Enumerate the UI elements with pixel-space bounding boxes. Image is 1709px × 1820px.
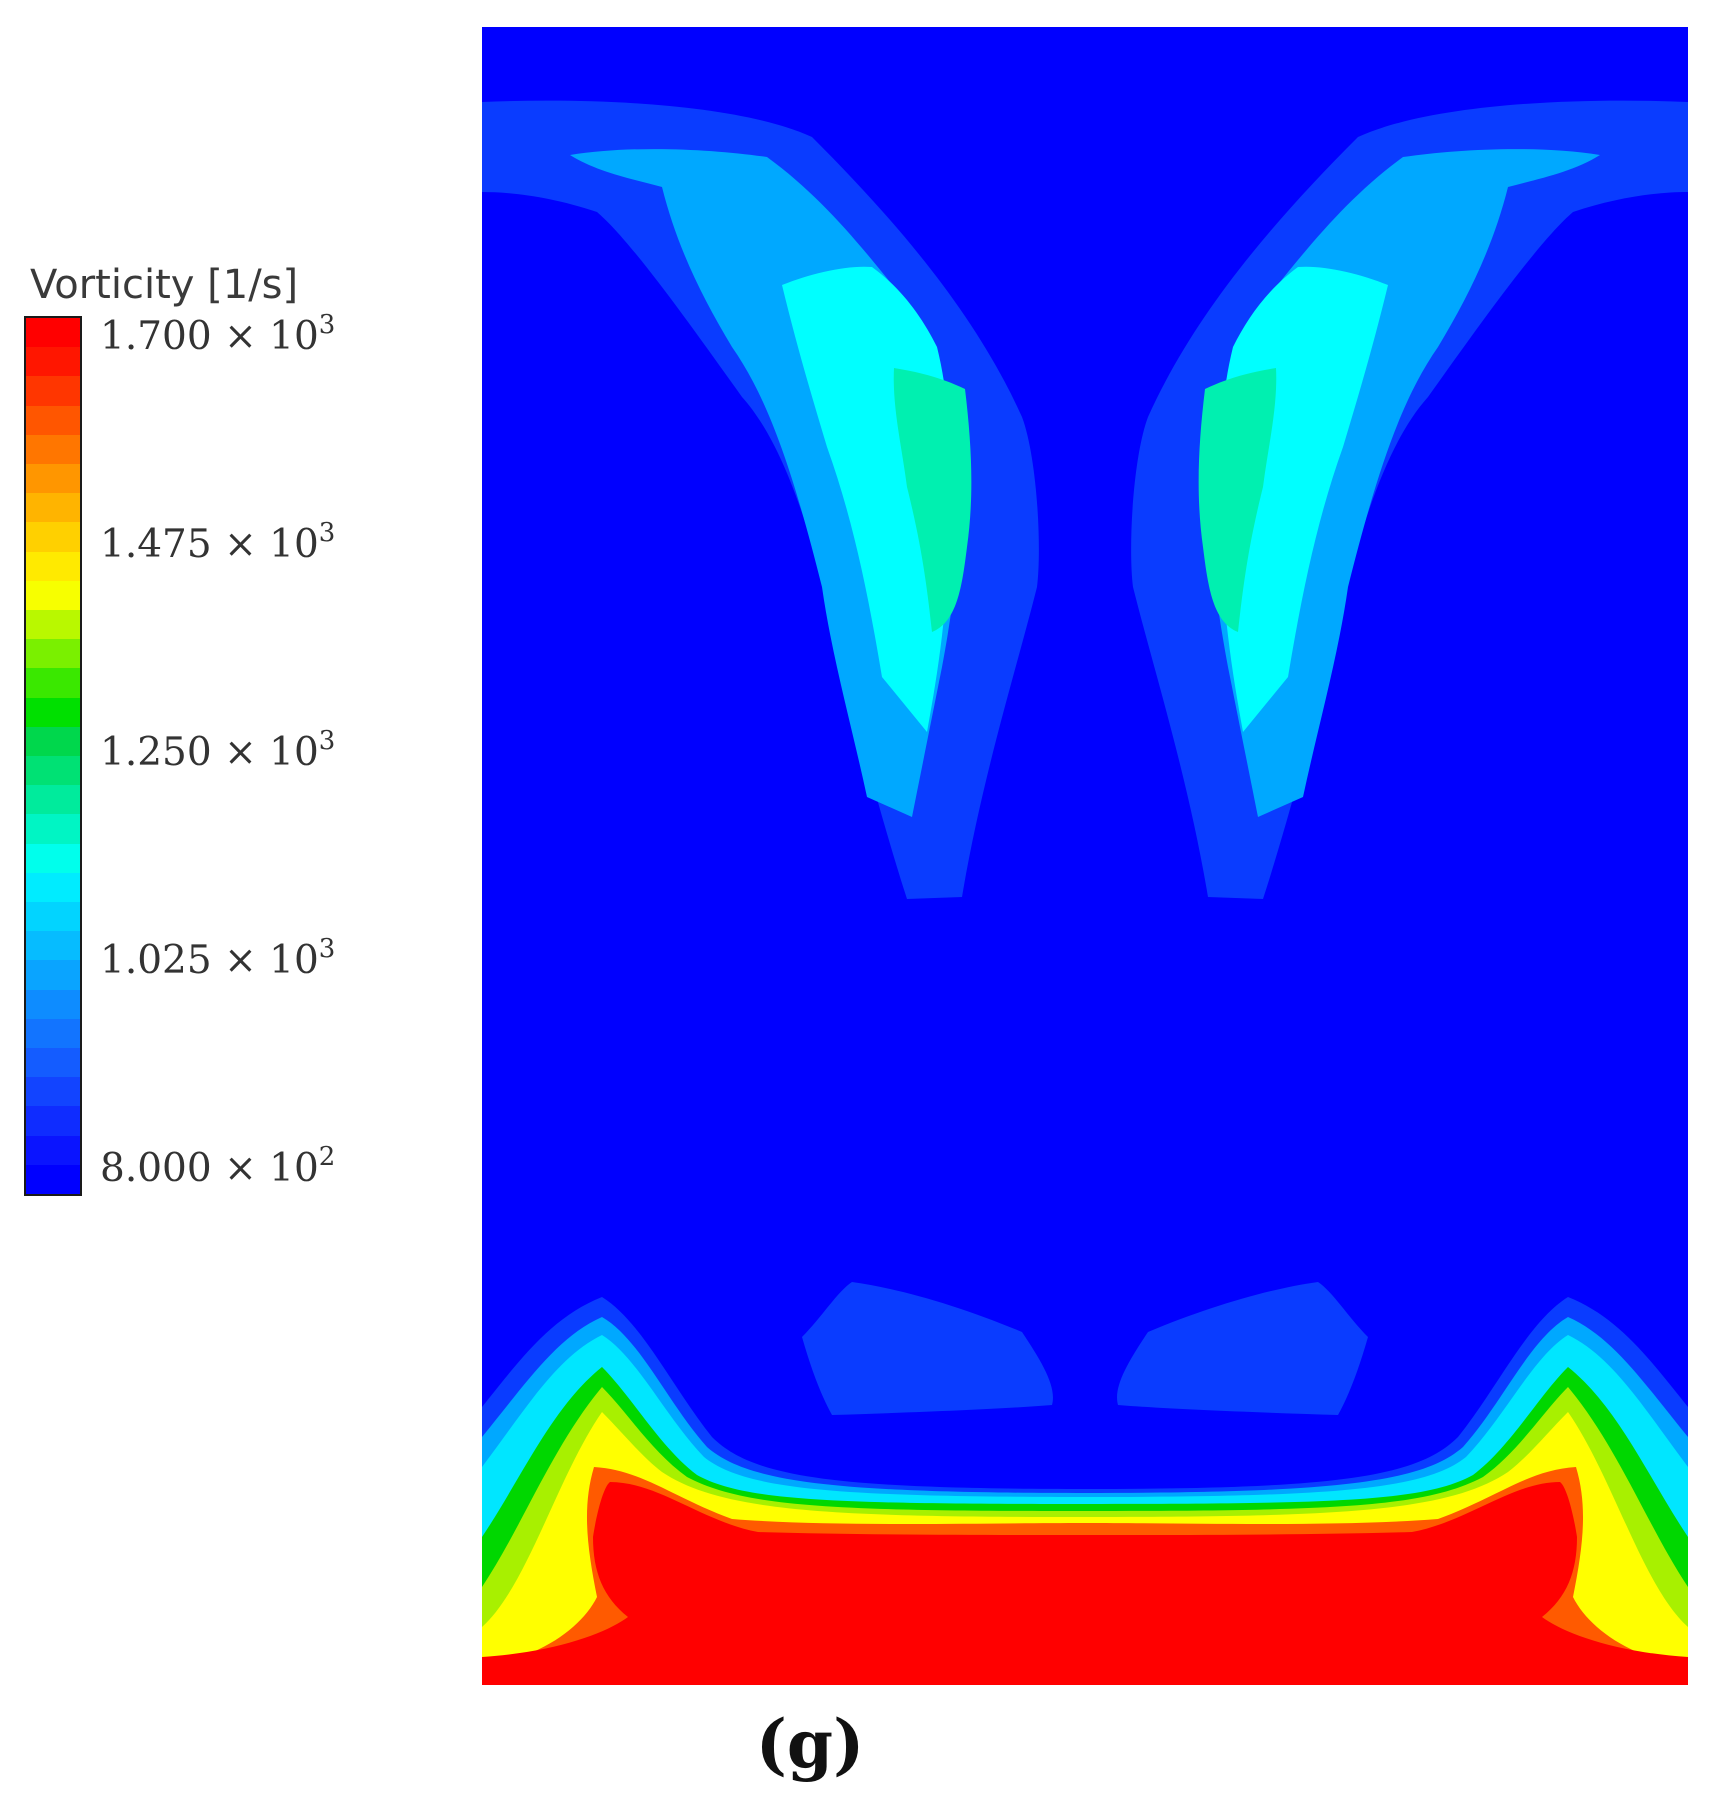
- contour-core-max: [482, 1482, 1688, 1685]
- colorbar-band: [26, 901, 80, 932]
- upper-vortex-lobes: [482, 100, 1688, 899]
- colorbar-band: [26, 960, 80, 990]
- colorbar-band: [26, 785, 80, 815]
- colorbar-band: [26, 1018, 80, 1048]
- colorbar-gradient: [26, 317, 80, 1194]
- colorbar-tick-label: 1.250 × 103: [100, 726, 336, 775]
- colorbar-band: [26, 872, 80, 902]
- colorbar-band: [26, 376, 80, 406]
- colorbar-band: [26, 1164, 80, 1194]
- panel-label: (g): [755, 1705, 865, 1783]
- colorbar-band: [26, 697, 80, 727]
- colorbar-band: [26, 1106, 80, 1136]
- vorticity-contour-plot: [482, 27, 1688, 1685]
- colorbar-tick-label: 1.025 × 103: [100, 934, 336, 983]
- colorbar-band: [26, 405, 80, 435]
- colorbar-title: Vorticity [1/s]: [30, 262, 299, 308]
- colorbar: [24, 316, 82, 1196]
- contour-level-1: [802, 1282, 1053, 1415]
- colorbar-band: [26, 1047, 80, 1078]
- colorbar-band: [26, 843, 80, 873]
- colorbar-tick-label: 8.000 × 102: [100, 1142, 336, 1191]
- colorbar-band: [26, 668, 80, 698]
- colorbar-band: [26, 493, 80, 523]
- mid-vortex-blobs: [802, 1282, 1368, 1415]
- colorbar-band: [26, 726, 80, 756]
- colorbar-band: [26, 551, 80, 581]
- colorbar-band: [26, 580, 80, 610]
- colorbar-band: [26, 1135, 80, 1165]
- colorbar-band: [26, 463, 80, 494]
- colorbar-band: [26, 317, 80, 348]
- colorbar-band: [26, 814, 80, 844]
- colorbar-band: [26, 434, 80, 464]
- upper-left-vortex: [482, 100, 1039, 899]
- colorbar-band: [26, 931, 80, 961]
- colorbar-band: [26, 609, 80, 640]
- colorbar-tick-label: 1.700 × 103: [100, 310, 336, 359]
- bottom-shear-layer: [482, 1297, 1688, 1685]
- colorbar-tick-label: 1.475 × 103: [100, 518, 336, 567]
- colorbar-band: [26, 1077, 80, 1107]
- contour-level-4: [893, 368, 972, 632]
- colorbar-band: [26, 347, 80, 377]
- colorbar-band: [26, 639, 80, 669]
- colorbar-band: [26, 755, 80, 786]
- colorbar-band: [26, 989, 80, 1019]
- colorbar-band: [26, 522, 80, 552]
